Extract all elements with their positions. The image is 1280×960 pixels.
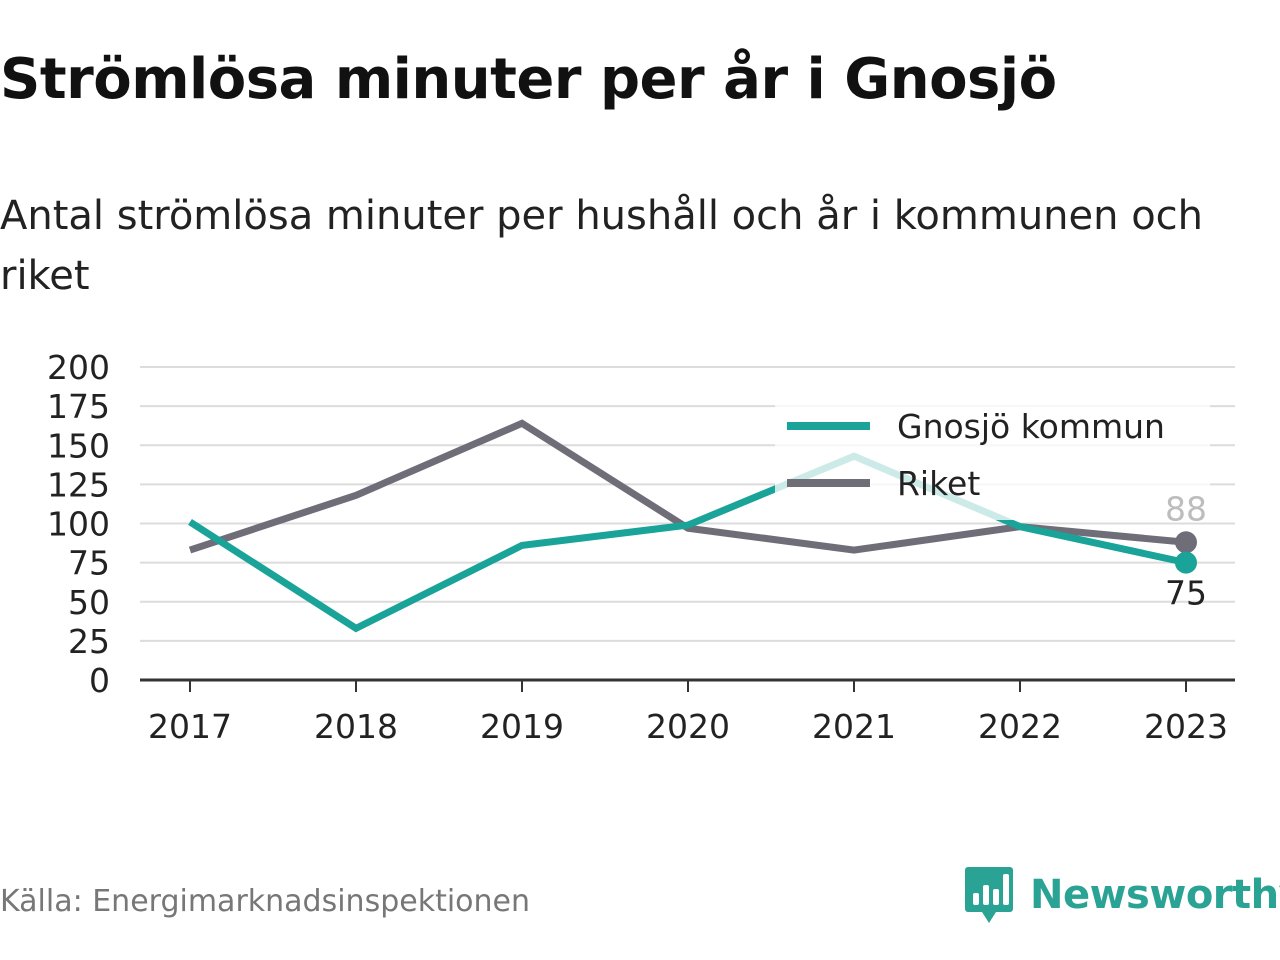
chart-title: Strömlösa minuter per år i Gnosjö	[0, 47, 1057, 112]
y-tick-label: 75	[68, 544, 110, 583]
x-tick-label: 2018	[314, 707, 398, 746]
x-tick-label: 2023	[1144, 707, 1228, 746]
data-point-riket	[1175, 531, 1197, 554]
x-axis: 2017 2018 2019 2020 2021 2022 2023	[140, 678, 1235, 746]
brand-name: Newsworthy	[1030, 872, 1280, 918]
data-point-gnosjo	[1175, 551, 1197, 574]
y-tick-label: 25	[68, 622, 110, 661]
y-tick-label: 0	[89, 661, 110, 700]
source-note: Källa: Energimarknadsinspektionen	[0, 884, 531, 919]
x-tick-label: 2019	[480, 707, 564, 746]
chart-subtitle: Antal strömlösa minuter per hushåll och …	[0, 193, 1204, 299]
x-tick-label: 2020	[646, 707, 730, 746]
gridlines	[140, 366, 1235, 642]
x-tick-label: 2022	[978, 707, 1062, 746]
y-tick-label: 100	[47, 505, 110, 544]
legend-label: Gnosjö kommun	[897, 407, 1165, 446]
end-label-riket: 88	[1165, 489, 1207, 528]
bar-chart-bubble-icon	[965, 867, 1013, 923]
y-tick-label: 50	[68, 583, 110, 622]
x-tick-label: 2021	[812, 707, 896, 746]
y-tick-label: 150	[47, 426, 110, 465]
y-tick-label: 175	[47, 387, 110, 426]
x-tick-label: 2017	[148, 707, 232, 746]
end-label-gnosjo: 75	[1165, 574, 1207, 613]
y-tick-label: 125	[47, 465, 110, 504]
legend-label: Riket	[897, 464, 980, 503]
end-labels: 75 88	[1164, 488, 1209, 613]
series-lines	[188, 419, 1197, 633]
y-tick-label: 200	[47, 348, 110, 387]
newsworthy-logo: Newsworthy	[964, 864, 1280, 926]
legend-background	[775, 402, 1210, 520]
legend: Gnosjö kommun Riket	[775, 402, 1210, 520]
